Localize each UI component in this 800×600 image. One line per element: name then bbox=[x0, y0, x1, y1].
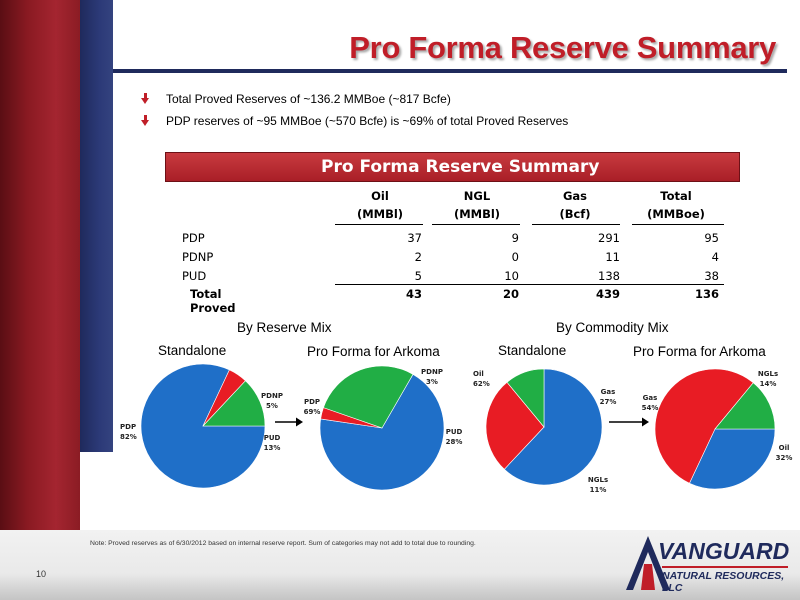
footnote: Note: Proved reserves as of 6/30/2012 ba… bbox=[90, 540, 476, 547]
row-label-pdp: PDP bbox=[182, 231, 205, 245]
header-underline bbox=[632, 224, 724, 225]
col-header-gas: Gas bbox=[562, 189, 588, 203]
cell-value: 9 bbox=[511, 231, 519, 245]
cell-value: 138 bbox=[598, 269, 620, 283]
row-label-pud: PUD bbox=[182, 269, 207, 283]
navy-color-band bbox=[80, 0, 113, 452]
cell-value: 439 bbox=[595, 287, 620, 301]
cell-value: 20 bbox=[502, 287, 519, 301]
row-label-pdnp: PDNP bbox=[182, 250, 214, 264]
bullet-text: PDP reserves of ~95 MMBoe (~570 Bcfe) is… bbox=[166, 114, 569, 128]
bullet-item: PDP reserves of ~95 MMBoe (~570 Bcfe) is… bbox=[140, 110, 568, 132]
cell-value: 5 bbox=[414, 269, 422, 283]
slide-content-area bbox=[113, 0, 800, 530]
col-unit-oil: (MMBl) bbox=[356, 207, 404, 221]
cell-value: 291 bbox=[598, 231, 620, 245]
cell-value: 2 bbox=[414, 250, 422, 264]
row-label-total: Total Proved bbox=[190, 287, 236, 315]
header-underline bbox=[532, 224, 620, 225]
cell-value: 0 bbox=[511, 250, 519, 264]
bullet-list: Total Proved Reserves of ~136.2 MMBoe (~… bbox=[140, 88, 568, 132]
slide-title: Pro Forma Reserve Summary bbox=[349, 30, 776, 65]
col-unit-total: (MMBoe) bbox=[647, 207, 705, 221]
logo-divider bbox=[662, 566, 788, 568]
bullet-text: Total Proved Reserves of ~136.2 MMBoe (~… bbox=[166, 92, 451, 106]
company-logo: VANGUARD NATURAL RESOURCES, LLC bbox=[618, 530, 796, 598]
page-number: 10 bbox=[36, 569, 47, 579]
col-unit-gas: (Bcf) bbox=[559, 207, 591, 221]
cell-value: 43 bbox=[405, 287, 422, 301]
pro-forma-label-reserve: Pro Forma for Arkoma bbox=[307, 344, 440, 359]
arrow-right-icon bbox=[275, 417, 303, 427]
cell-value: 37 bbox=[407, 231, 422, 245]
col-header-total: Total bbox=[660, 189, 692, 203]
cell-value: 10 bbox=[504, 269, 519, 283]
table-banner: Pro Forma Reserve Summary bbox=[165, 152, 740, 182]
standalone-label-commodity: Standalone bbox=[498, 343, 567, 358]
header-underline bbox=[432, 224, 520, 225]
reserve-mix-label: By Reserve Mix bbox=[237, 320, 332, 335]
standalone-label-reserve: Standalone bbox=[158, 343, 227, 358]
col-unit-ngl: (MMBl) bbox=[453, 207, 501, 221]
cell-value: 136 bbox=[694, 287, 719, 301]
arrow-down-bullet-icon bbox=[140, 115, 152, 127]
logo-subtitle: NATURAL RESOURCES, LLC bbox=[662, 570, 785, 594]
title-underline bbox=[113, 69, 787, 73]
col-header-ngl: NGL bbox=[463, 189, 491, 203]
cell-value: 38 bbox=[704, 269, 719, 283]
col-header-oil: Oil bbox=[371, 189, 389, 203]
bullet-item: Total Proved Reserves of ~136.2 MMBoe (~… bbox=[140, 88, 568, 110]
pro-forma-label-commodity: Pro Forma for Arkoma bbox=[633, 344, 766, 359]
cell-value: 95 bbox=[704, 231, 719, 245]
commodity-mix-label: By Commodity Mix bbox=[556, 320, 669, 335]
cell-value: 11 bbox=[605, 250, 620, 264]
total-rule bbox=[335, 284, 724, 285]
header-underline bbox=[335, 224, 423, 225]
left-color-band bbox=[0, 0, 80, 600]
logo-wordmark: VANGUARD bbox=[658, 538, 790, 564]
derrick-logo-icon bbox=[626, 536, 670, 590]
arrow-down-bullet-icon bbox=[140, 93, 152, 105]
cell-value: 4 bbox=[711, 250, 719, 264]
arrow-right-icon bbox=[609, 417, 649, 427]
